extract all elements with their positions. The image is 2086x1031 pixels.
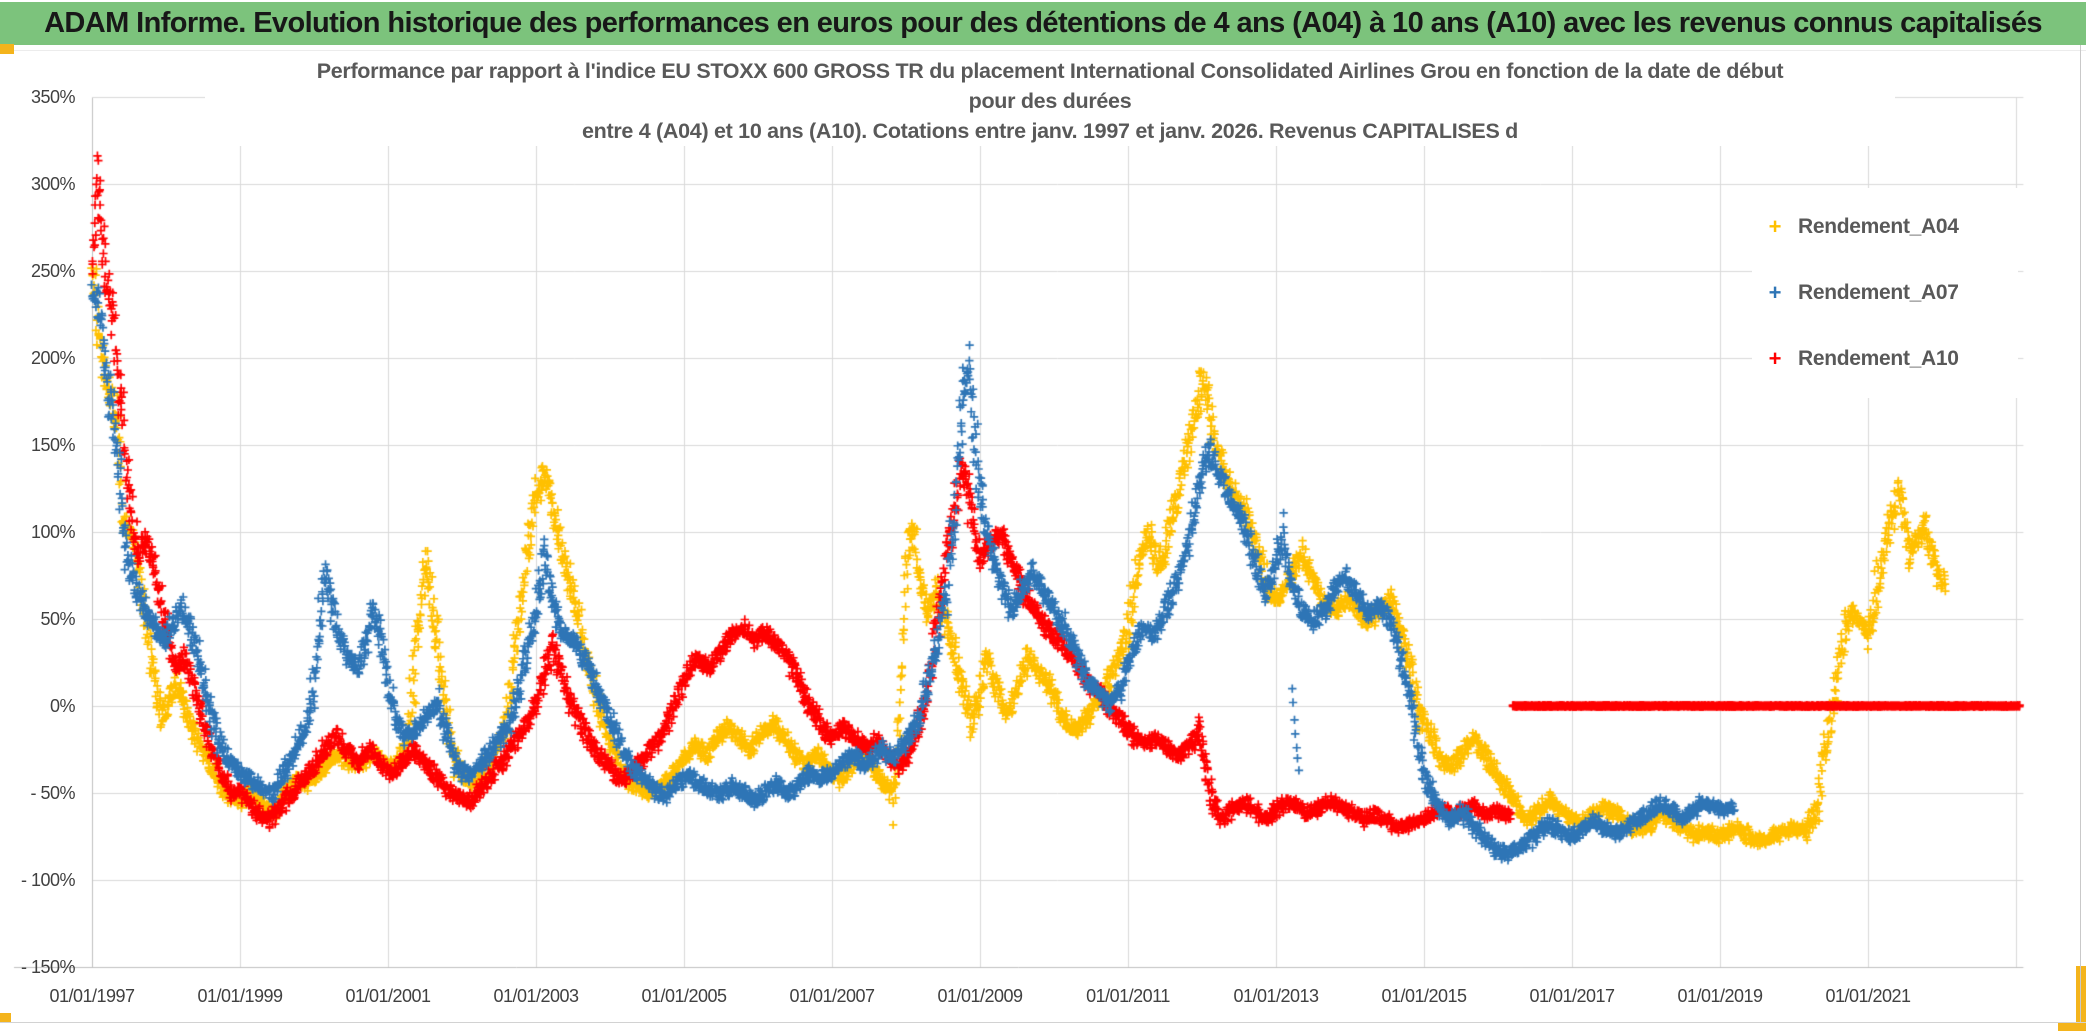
legend-item-rendement_a04: + Rendement_A04 (1752, 194, 2018, 260)
legend-label: Rendement_A04 (1798, 215, 1959, 238)
y-tick-label: 200% (30, 348, 76, 368)
window-right-border (2080, 45, 2081, 1022)
x-tick-label: 01/01/2021 (1825, 986, 1911, 1006)
x-tick-label: 01/01/2019 (1677, 986, 1763, 1006)
x-tick-label: 01/01/2013 (1233, 986, 1319, 1006)
chart-title-line-3: entre 4 (A04) et 10 ans (A10). Cotations… (581, 119, 1519, 143)
x-tick-label: 01/01/1997 (49, 986, 135, 1006)
legend-label: Rendement_A07 (1798, 281, 1959, 304)
legend-label: Rendement_A10 (1798, 347, 1959, 370)
x-tick-label: 01/01/2005 (641, 986, 727, 1006)
x-tick-label: 01/01/2001 (345, 986, 431, 1006)
y-tick-label: - 100% (20, 870, 76, 890)
x-tick-label: 01/01/2011 (1086, 986, 1170, 1006)
accent-bottom-right (2058, 1022, 2086, 1031)
legend-item-rendement_a10: + Rendement_A10 (1752, 326, 2018, 392)
y-tick-label: 50% (40, 609, 75, 629)
x-tick-label: 01/01/2009 (937, 986, 1023, 1006)
x-tick-label: 01/01/2003 (493, 986, 579, 1006)
chart-title: Performance par rapport à l'indice EU ST… (205, 56, 1895, 146)
y-tick-label: 100% (30, 522, 76, 542)
y-tick-label: - 150% (20, 957, 76, 977)
y-tick-label: 350% (30, 87, 76, 107)
x-tick-label: 01/01/2015 (1381, 986, 1467, 1006)
y-tick-label: - 50% (30, 783, 75, 803)
x-tick-label: 01/01/2007 (789, 986, 875, 1006)
x-tick-label: 01/01/1999 (197, 986, 283, 1006)
y-tick-label: 300% (30, 174, 76, 194)
accent-bottom-left (0, 1013, 11, 1022)
chart-title-line-2: pour des durées (968, 89, 1132, 113)
window-bottom-border (0, 1022, 2086, 1023)
accent-top-left (0, 44, 14, 54)
plus-marker-icon: + (1768, 346, 1782, 371)
y-tick-label: 150% (30, 435, 76, 455)
accent-right-strip (2076, 966, 2086, 1022)
chart-title-line-1: Performance par rapport à l'indice EU ST… (316, 59, 1784, 83)
legend-item-rendement_a07: + Rendement_A07 (1752, 260, 2018, 326)
chart-legend: + Rendement_A04 + Rendement_A07 + Rendement_A… (1752, 188, 2018, 398)
plus-marker-icon: + (1768, 214, 1782, 239)
x-tick-label: 01/01/2017 (1529, 986, 1615, 1006)
y-tick-label: 0% (49, 696, 76, 716)
y-tick-label: 250% (30, 261, 76, 281)
plus-marker-icon: + (1768, 280, 1782, 305)
